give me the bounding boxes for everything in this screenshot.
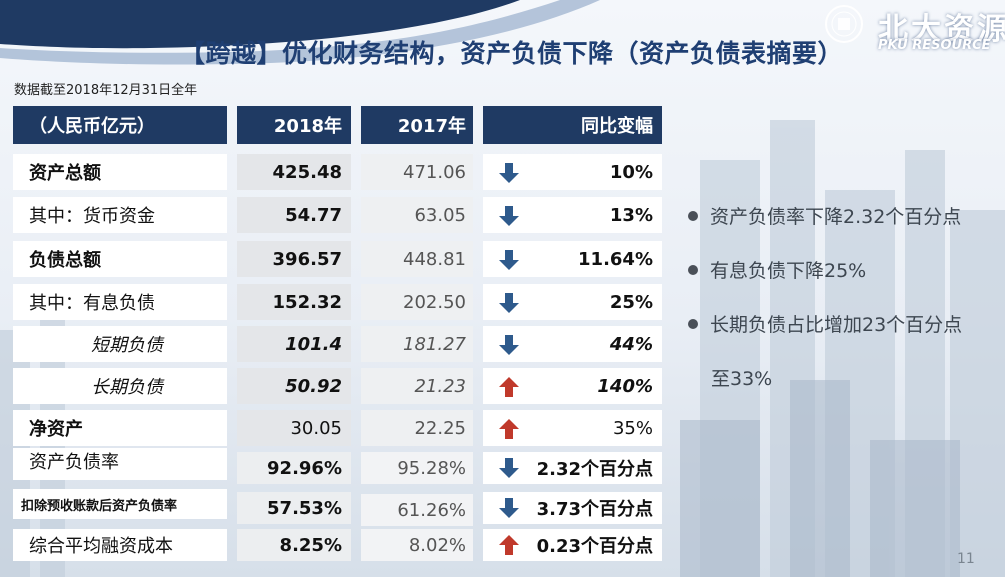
change-cell: 13% <box>483 197 662 233</box>
change-value: 10% <box>609 161 653 183</box>
bullet-item: 资产负债率下降2.32个百分点 <box>688 202 961 229</box>
change-cell: 3.73个百分点 <box>483 492 662 524</box>
logo-english-text: PKU RESOURCE <box>878 38 991 53</box>
header-2018: 2018年 <box>237 106 351 144</box>
change-cell: 25% <box>483 284 662 320</box>
change-cell: 140% <box>483 368 662 404</box>
page-number: 11 <box>957 551 975 567</box>
row-label: 负债总额 <box>13 241 227 277</box>
arrow-down-icon <box>499 293 519 313</box>
value-2017: 21.23 <box>361 368 473 404</box>
value-2018: 152.32 <box>237 284 351 320</box>
change-value: 140% <box>597 375 653 397</box>
change-cell: 11.64% <box>483 241 662 277</box>
bullet-continuation: 至33% <box>711 368 773 390</box>
change-value: 2.32个百分点 <box>536 459 653 480</box>
value-2017: 63.05 <box>361 197 473 233</box>
slide-title: 【跨越】优化财务结构，资产负债下降（资产负债表摘要） <box>180 39 844 68</box>
value-2018: 396.57 <box>237 241 351 277</box>
change-value: 25% <box>609 291 653 313</box>
change-value: 0.23个百分点 <box>536 536 653 557</box>
bullet-item: 有息负债下降25% <box>688 256 866 283</box>
value-2017: 8.02% <box>361 529 473 561</box>
row-label: 资产负债率 <box>13 448 227 480</box>
university-seal-icon <box>825 5 863 43</box>
arrow-up-icon <box>499 419 519 439</box>
value-2017: 61.26% <box>361 494 473 526</box>
change-value: 35% <box>612 417 653 439</box>
pku-resource-logo: 北大资源 PKU RESOURCE <box>818 2 1005 60</box>
row-label: 长期负债 <box>13 368 227 404</box>
change-cell: 35% <box>483 410 662 446</box>
row-label: 资产总额 <box>13 154 227 190</box>
value-2018: 57.53% <box>237 492 351 524</box>
arrow-down-icon <box>499 250 519 270</box>
value-2018: 50.92 <box>237 368 351 404</box>
value-2017: 22.25 <box>361 410 473 446</box>
value-2017: 202.50 <box>361 284 473 320</box>
value-2017: 95.28% <box>361 452 473 484</box>
arrow-up-icon <box>499 377 519 397</box>
arrow-down-icon <box>499 335 519 355</box>
arrow-down-icon <box>499 458 519 478</box>
value-2017: 181.27 <box>361 326 473 362</box>
header-2017: 2017年 <box>361 106 473 144</box>
value-2018: 8.25% <box>237 529 351 561</box>
value-2018: 101.4 <box>237 326 351 362</box>
row-label: 其中：有息负债 <box>13 284 227 320</box>
change-cell: 44% <box>483 326 662 362</box>
change-value: 3.73个百分点 <box>536 499 653 520</box>
change-value: 11.64% <box>578 248 653 270</box>
value-2018: 30.05 <box>237 410 351 446</box>
value-2017: 448.81 <box>361 241 473 277</box>
header-change: 同比变幅 <box>483 106 662 144</box>
logo-chinese-text: 北大资源 <box>878 12 1005 47</box>
change-cell: 10% <box>483 154 662 190</box>
row-label: 扣除预收账款后资产负债率 <box>13 489 227 519</box>
change-cell: 2.32个百分点 <box>483 452 662 484</box>
arrow-up-icon <box>499 535 519 555</box>
header-unit: （人民币亿元） <box>13 106 227 144</box>
bullet-dot-icon <box>688 318 698 329</box>
date-note: 数据截至2018年12月31日全年 <box>14 83 198 98</box>
row-label: 净资产 <box>13 410 227 446</box>
change-value: 44% <box>609 333 653 355</box>
bullet-item: 长期负债占比增加23个百分点 <box>688 310 962 337</box>
header-swoosh <box>0 0 600 65</box>
change-cell: 0.23个百分点 <box>483 529 662 561</box>
value-2018: 92.96% <box>237 452 351 484</box>
row-label: 短期负债 <box>13 326 227 362</box>
value-2017: 471.06 <box>361 154 473 190</box>
bullet-dot-icon <box>688 264 698 275</box>
change-value: 13% <box>609 204 653 226</box>
arrow-down-icon <box>499 498 519 518</box>
row-label: 其中：货币资金 <box>13 197 227 233</box>
value-2018: 425.48 <box>237 154 351 190</box>
bullet-dot-icon <box>688 210 698 221</box>
arrow-down-icon <box>499 206 519 226</box>
row-label: 综合平均融资成本 <box>13 529 227 561</box>
value-2018: 54.77 <box>237 197 351 233</box>
arrow-down-icon <box>499 163 519 183</box>
